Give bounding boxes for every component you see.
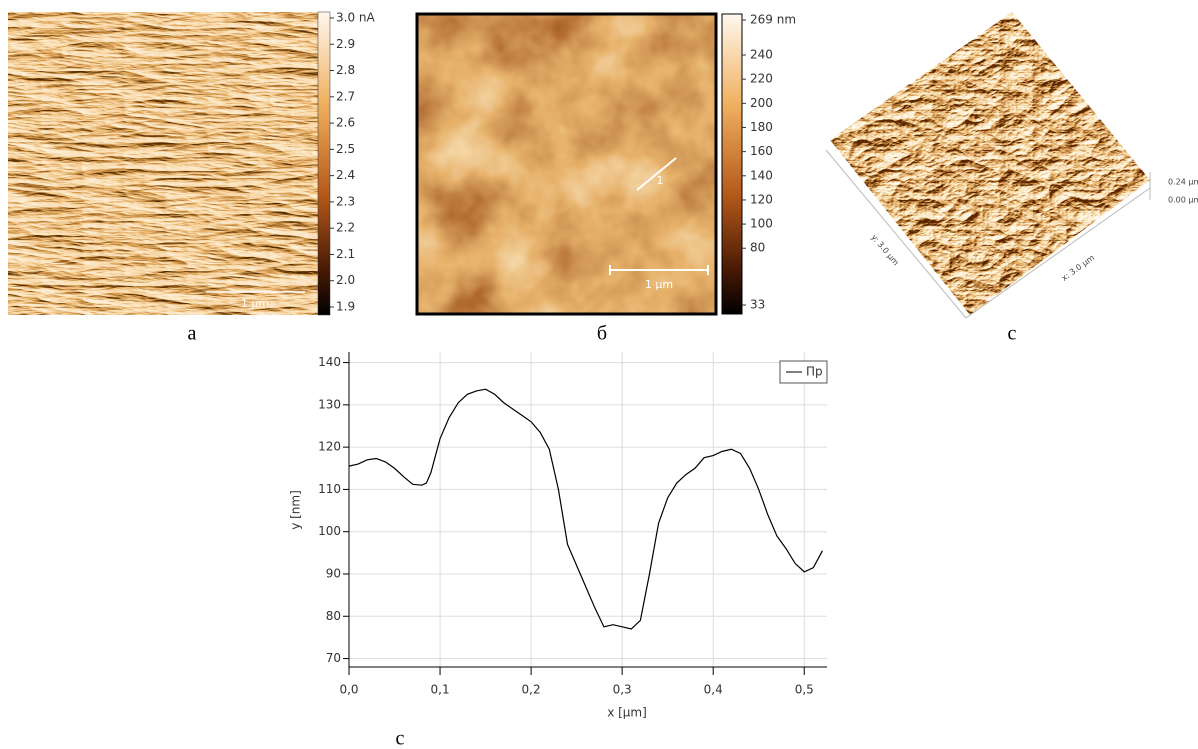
colorbar-tick-label: 2.5 bbox=[336, 142, 355, 156]
x-tick-label: 0,5 bbox=[795, 683, 814, 697]
x-tick-label: 0,3 bbox=[613, 683, 632, 697]
panel-label: б bbox=[597, 323, 607, 345]
scale-bar-label: 1 μm bbox=[645, 278, 673, 291]
chart-caption: c bbox=[396, 728, 405, 749]
y-tick-label: 90 bbox=[326, 566, 341, 580]
y-tick-label: 130 bbox=[318, 397, 341, 411]
panel-label: c bbox=[1008, 323, 1017, 345]
colorbar-tick-label: 2.1 bbox=[336, 247, 355, 261]
x-tick-label: 0,4 bbox=[704, 683, 723, 697]
colorbar-tick-label: 2.8 bbox=[336, 63, 355, 77]
profile-label: 1 bbox=[657, 174, 664, 187]
legend-label: Пр bbox=[806, 365, 823, 379]
colorbar bbox=[318, 12, 330, 315]
y-axis-label: y [nm] bbox=[289, 490, 303, 530]
colorbar-tick-label: 120 bbox=[750, 192, 773, 206]
x-tick-label: 0,0 bbox=[339, 683, 358, 697]
afm-current-image bbox=[8, 12, 318, 315]
data-line bbox=[349, 389, 822, 629]
colorbar-tick-label: 269 nm bbox=[750, 13, 796, 27]
y-tick-label: 80 bbox=[326, 609, 341, 623]
y-tick-label: 120 bbox=[318, 440, 341, 454]
z-tick-label: 0.24 μm bbox=[1168, 178, 1198, 187]
x-axis-label: x [μm] bbox=[607, 706, 647, 720]
y-tick-label: 140 bbox=[318, 355, 341, 369]
y-tick-label: 70 bbox=[326, 651, 341, 665]
z-tick-label: 0.00 μm bbox=[1168, 196, 1198, 205]
x-tick-label: 0,2 bbox=[522, 683, 541, 697]
colorbar-tick-label: 140 bbox=[750, 168, 773, 182]
colorbar-tick-label: 2.4 bbox=[336, 168, 355, 182]
x-axis-label: x: 3.0 μm bbox=[1060, 253, 1096, 283]
colorbar-tick-label: 2.3 bbox=[336, 194, 355, 208]
colorbar-tick-label: 200 bbox=[750, 96, 773, 110]
colorbar-tick-label: 100 bbox=[750, 217, 773, 231]
colorbar-tick-label: 1.9 bbox=[336, 300, 355, 314]
colorbar-tick-label: 2.7 bbox=[336, 89, 355, 103]
y-axis-label: y: 3.0 μm bbox=[869, 233, 900, 268]
panel-label: а bbox=[188, 323, 197, 345]
colorbar-tick-label: 2.2 bbox=[336, 221, 355, 235]
figure: 1 μm а 1 μm 1 б 0.24 μm 0.00 μm y: 3.0 μ… bbox=[0, 0, 1198, 749]
colorbar-tick-label: 180 bbox=[750, 120, 773, 134]
colorbar-tick-label: 80 bbox=[750, 241, 765, 255]
y-tick-label: 110 bbox=[318, 482, 341, 496]
colorbar-tick-label: 2.0 bbox=[336, 273, 355, 287]
y-tick-label: 100 bbox=[318, 524, 341, 538]
colorbar-tick-label: 160 bbox=[750, 144, 773, 158]
afm-3d-surface bbox=[830, 12, 1150, 315]
colorbar-tick-label: 220 bbox=[750, 72, 773, 86]
scale-bar-label: 1 μm bbox=[241, 297, 269, 310]
colorbar-tick-label: 240 bbox=[750, 48, 773, 62]
colorbar-tick-label: 2.9 bbox=[336, 37, 355, 51]
colorbar-tick-label: 33 bbox=[750, 298, 765, 312]
colorbar-tick-label: 3.0 nA bbox=[336, 11, 376, 25]
colorbar bbox=[722, 14, 742, 314]
x-tick-label: 0,1 bbox=[431, 683, 450, 697]
colorbar-tick-label: 2.6 bbox=[336, 116, 355, 130]
